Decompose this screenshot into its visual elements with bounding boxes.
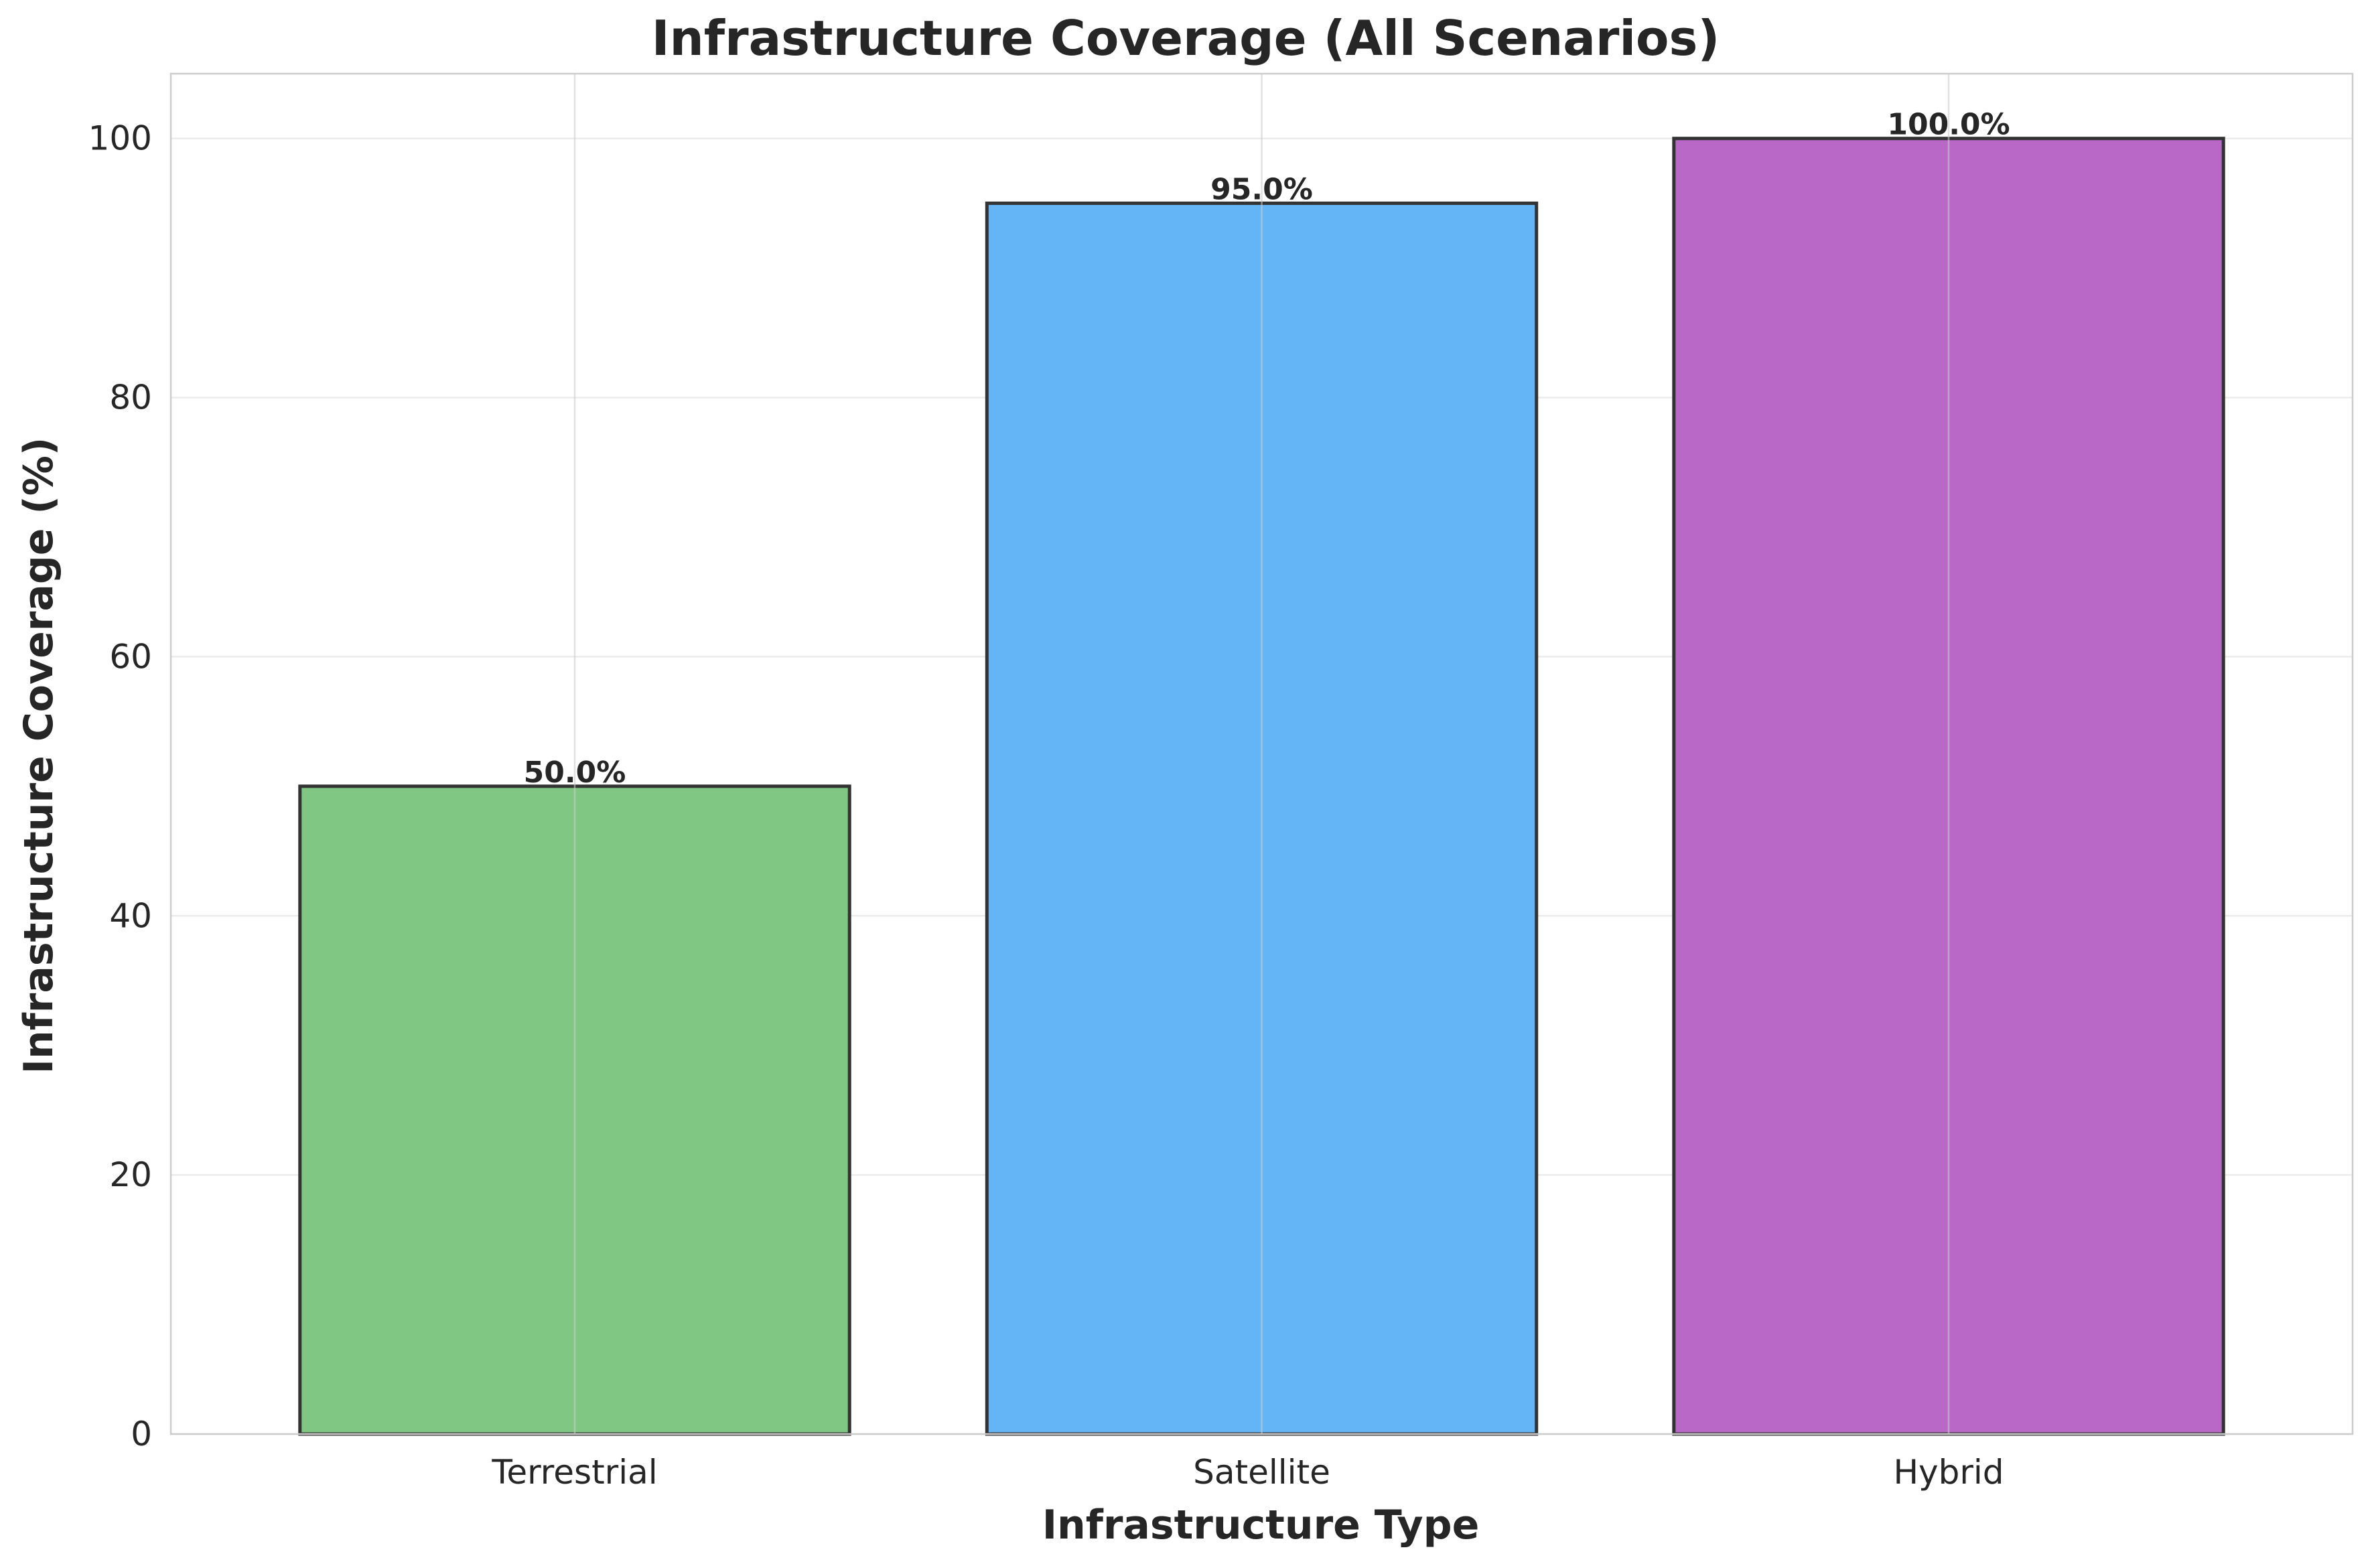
x-grid-lines bbox=[573, 74, 1950, 1434]
y-tick-label: 20 bbox=[109, 1155, 152, 1194]
data-label: 95.0% bbox=[1210, 172, 1313, 206]
y-tick-labels: 0 20 40 60 80 100 bbox=[88, 119, 152, 1453]
data-label: 50.0% bbox=[524, 756, 626, 790]
y-tick-label: 80 bbox=[109, 378, 152, 417]
y-tick-label: 60 bbox=[109, 637, 152, 676]
data-labels: 50.0% 95.0% 100.0% bbox=[524, 108, 2010, 790]
x-tick-label: Hybrid bbox=[1893, 1453, 2004, 1492]
x-tick-label: Terrestrial bbox=[491, 1453, 657, 1492]
y-axis-label: Infrastructure Coverage (%) bbox=[15, 437, 62, 1074]
y-tick-label: 100 bbox=[88, 119, 152, 158]
y-tick-label: 0 bbox=[131, 1415, 152, 1453]
chart-title: Infrastructure Coverage (All Scenarios) bbox=[652, 10, 1720, 66]
y-tick-label: 40 bbox=[109, 896, 152, 935]
data-label: 100.0% bbox=[1887, 108, 2010, 142]
x-axis-label: Infrastructure Type bbox=[1042, 1502, 1480, 1549]
plot-frame bbox=[169, 72, 2354, 1435]
x-tick-labels: Terrestrial Satellite Hybrid bbox=[491, 1453, 2004, 1492]
x-tick-label: Satellite bbox=[1193, 1453, 1330, 1492]
